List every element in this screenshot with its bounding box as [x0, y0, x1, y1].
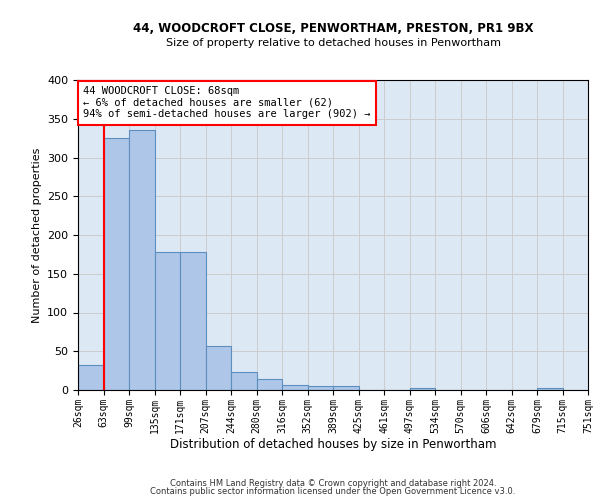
Bar: [409, 388, 435, 390]
Bar: [129, 130, 155, 390]
Bar: [537, 388, 563, 390]
Y-axis label: Number of detached properties: Number of detached properties: [32, 148, 41, 322]
Bar: [257, 379, 282, 390]
Text: Contains HM Land Registry data © Crown copyright and database right 2024.: Contains HM Land Registry data © Crown c…: [170, 478, 496, 488]
X-axis label: Distribution of detached houses by size in Penwortham: Distribution of detached houses by size …: [170, 438, 496, 452]
Bar: [155, 252, 180, 390]
Bar: [231, 372, 257, 390]
Bar: [333, 386, 359, 390]
Text: Contains public sector information licensed under the Open Government Licence v3: Contains public sector information licen…: [151, 488, 515, 496]
Bar: [78, 365, 104, 390]
Bar: [180, 252, 205, 390]
Bar: [104, 138, 129, 390]
Text: 44 WOODCROFT CLOSE: 68sqm
← 6% of detached houses are smaller (62)
94% of semi-d: 44 WOODCROFT CLOSE: 68sqm ← 6% of detach…: [83, 86, 371, 120]
Text: 44, WOODCROFT CLOSE, PENWORTHAM, PRESTON, PR1 9BX: 44, WOODCROFT CLOSE, PENWORTHAM, PRESTON…: [133, 22, 533, 36]
Bar: [205, 346, 231, 390]
Bar: [308, 386, 333, 390]
Text: Size of property relative to detached houses in Penwortham: Size of property relative to detached ho…: [166, 38, 500, 48]
Bar: [282, 386, 308, 390]
